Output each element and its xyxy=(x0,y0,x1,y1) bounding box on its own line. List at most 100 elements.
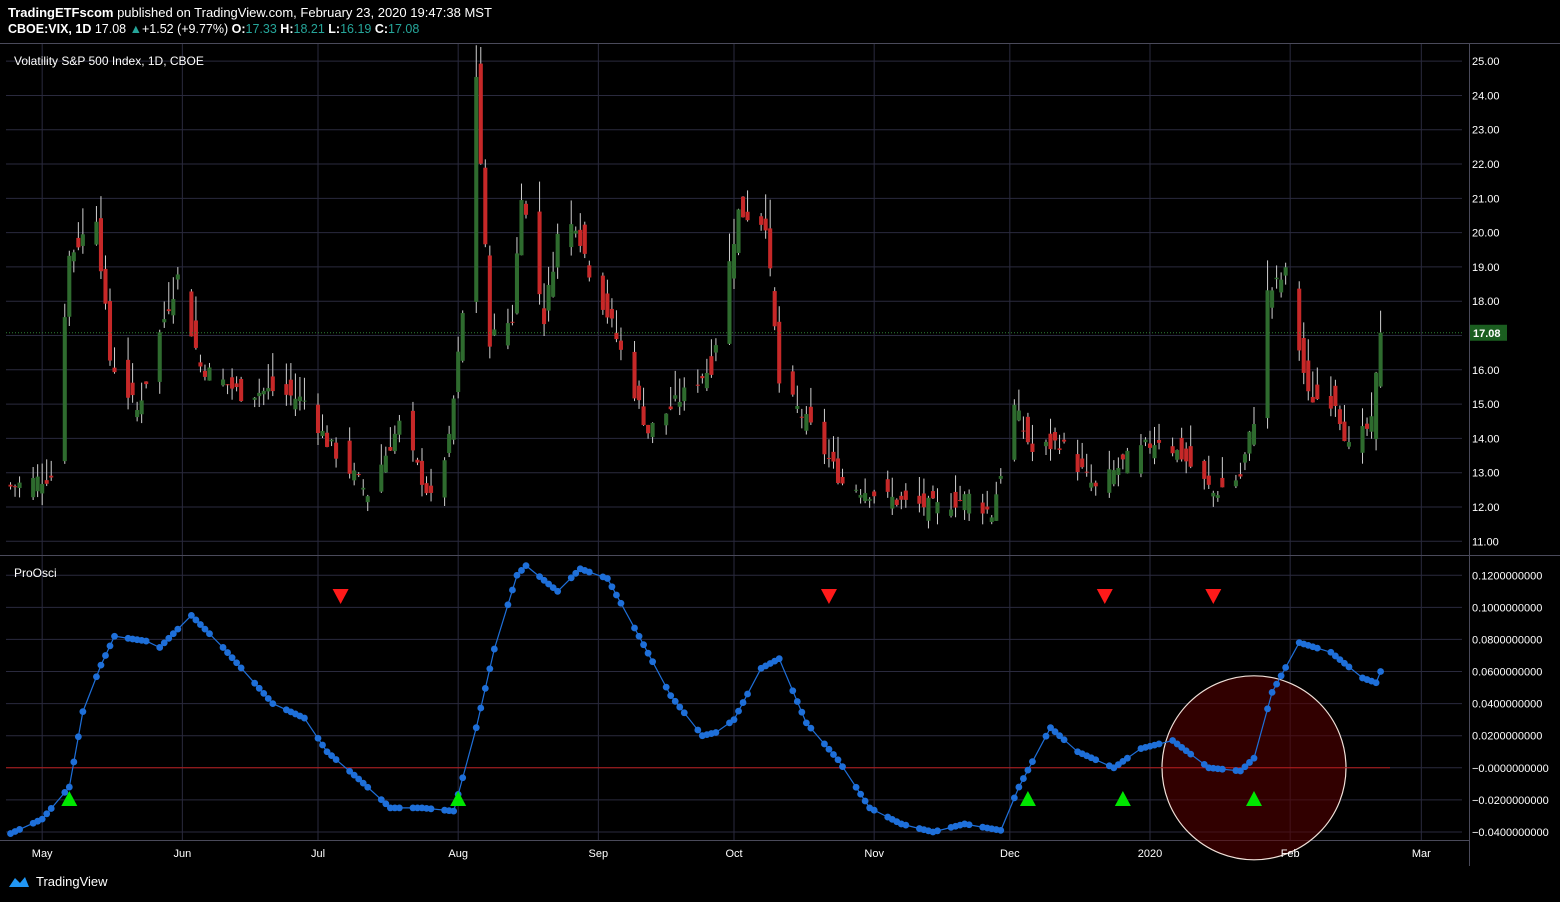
oscillator-point xyxy=(269,700,277,708)
candle-body xyxy=(1206,475,1211,485)
candle-body xyxy=(126,359,131,398)
candle-body xyxy=(1057,448,1062,450)
candle-body xyxy=(483,167,488,245)
candle-body xyxy=(1188,446,1193,467)
oscillator-point xyxy=(1345,663,1353,671)
candle-body xyxy=(985,506,990,510)
candle-body xyxy=(840,476,845,484)
candle-body xyxy=(189,291,194,337)
symbol-name[interactable]: CBOE:VIX, 1D xyxy=(8,22,92,36)
candle-body xyxy=(266,388,271,392)
candle-body xyxy=(677,401,682,407)
oscillator-point xyxy=(798,708,806,716)
candle-body xyxy=(1251,424,1257,445)
candle-body xyxy=(1053,432,1058,441)
candle-body xyxy=(261,390,266,395)
oscillator-point xyxy=(301,714,308,722)
osc-tick-label: −0.0400000000 xyxy=(1472,827,1549,839)
candle-body xyxy=(334,442,339,459)
candle-body xyxy=(1297,288,1302,351)
candle-body xyxy=(1310,396,1315,403)
candle-body xyxy=(270,376,275,392)
candle-body xyxy=(962,494,967,511)
candle-body xyxy=(297,396,302,402)
time-tick-label: Feb xyxy=(1281,848,1300,860)
oscillator-point xyxy=(857,790,865,798)
ohlc-bar: CBOE:VIX, 1D 17.08 ▲+1.52 (+9.77%) O:17.… xyxy=(8,22,419,36)
candle-body xyxy=(709,356,714,375)
candle-body xyxy=(1021,430,1026,432)
oscillator-point xyxy=(1218,765,1226,773)
oscillator-point xyxy=(789,687,797,695)
oscillator-point xyxy=(830,751,837,758)
candle-body xyxy=(383,455,388,473)
candle-body xyxy=(546,284,551,311)
candle-body xyxy=(799,416,804,418)
candle-body xyxy=(673,395,678,399)
candle-body xyxy=(1306,360,1311,392)
close-value: 17.08 xyxy=(388,22,420,36)
candle-body xyxy=(646,424,651,434)
candle-body xyxy=(1111,470,1116,485)
oscillator-pane: 0.1200000000 0.1000000000 0.0800000000 0.06… xyxy=(6,562,1549,861)
open-label: O: xyxy=(231,22,246,36)
oscillator-point xyxy=(852,783,860,791)
candle-body xyxy=(288,379,293,396)
oscillator-point xyxy=(965,821,973,829)
candle-body xyxy=(510,321,515,323)
candle-body xyxy=(998,475,1003,479)
oscillator-point xyxy=(377,796,385,804)
candle-body xyxy=(1270,290,1275,308)
oscillator-point xyxy=(585,568,593,576)
oscillator-point xyxy=(255,684,263,692)
candle-body xyxy=(442,460,447,498)
oscillator-point xyxy=(504,601,512,609)
candle-body xyxy=(759,216,764,225)
brand-name[interactable]: TradingView xyxy=(36,874,108,889)
candle-body xyxy=(953,491,958,508)
oscillator-point xyxy=(1060,736,1068,744)
oscillator-point xyxy=(450,807,458,815)
candle-body xyxy=(1360,426,1365,453)
candle-body xyxy=(429,485,434,493)
candle-body xyxy=(1170,446,1175,454)
candle-body xyxy=(397,420,402,435)
oscillator-point xyxy=(554,587,562,595)
candle-body xyxy=(854,489,859,491)
tradingview-logo-icon[interactable] xyxy=(8,875,30,889)
candle-body xyxy=(1075,454,1080,473)
candle-body xyxy=(831,451,836,462)
buy-signal-arrow xyxy=(61,791,78,806)
candle-body xyxy=(1175,450,1180,460)
sell-signal-arrow xyxy=(1205,589,1222,604)
oscillator-point xyxy=(1313,644,1321,652)
oscillator-point xyxy=(486,665,494,673)
osc-tick-label: 0.1200000000 xyxy=(1472,570,1542,582)
candle-body xyxy=(523,203,529,215)
candle-body xyxy=(1215,495,1220,498)
oscillator-point xyxy=(93,673,100,681)
candle-body xyxy=(727,261,732,344)
oscillator-point xyxy=(70,758,78,766)
candle-body xyxy=(76,237,81,248)
candle-body xyxy=(578,229,583,246)
candle-body xyxy=(103,268,108,304)
current-price-label: 17.08 xyxy=(1473,328,1501,340)
oscillator-point xyxy=(197,621,204,628)
candle-body xyxy=(424,483,429,494)
candle-body xyxy=(1157,439,1162,443)
candle-body xyxy=(537,211,542,295)
oscillator-point xyxy=(201,625,209,633)
candle-body xyxy=(1012,404,1017,460)
oscillator-point xyxy=(264,695,272,702)
publisher-name[interactable]: TradingETFscom xyxy=(8,5,114,20)
candle-body xyxy=(71,252,76,262)
candle-body xyxy=(112,367,117,373)
price-tick-label: 21.00 xyxy=(1472,193,1500,205)
up-arrow-icon: ▲ xyxy=(129,22,142,36)
candle-body xyxy=(542,308,547,325)
oscillator-point xyxy=(228,654,236,662)
oscillator-point xyxy=(1047,724,1054,732)
candle-body xyxy=(863,493,868,502)
oscillator-point xyxy=(346,767,354,775)
